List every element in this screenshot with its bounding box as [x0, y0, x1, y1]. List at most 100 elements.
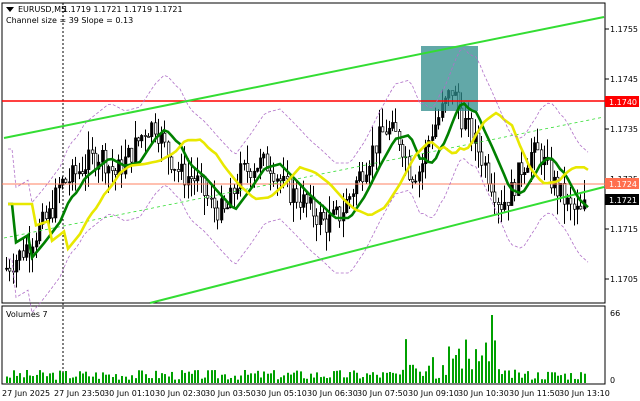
candle-body: [315, 215, 319, 225]
volume-bar: [23, 377, 25, 383]
volume-bar: [287, 372, 289, 383]
volume-bar: [296, 370, 298, 383]
volume-bar: [395, 373, 397, 383]
candle-body: [154, 122, 158, 135]
ohlc-text: 1.1719 1.1721 1.1719 1.1721: [63, 5, 183, 14]
candle-body: [213, 197, 217, 209]
volume-bar: [46, 376, 48, 383]
volume-bar: [452, 358, 454, 383]
candle-body: [190, 176, 194, 179]
volume-bar: [270, 373, 272, 383]
volume-bar: [310, 373, 312, 383]
volume-bar: [316, 372, 318, 383]
volume-bar: [138, 370, 140, 383]
volume-bar: [567, 379, 569, 383]
volume-bar: [557, 375, 559, 383]
volume-bar: [49, 373, 51, 383]
volume-bar: [461, 368, 463, 383]
volume-bar: [283, 375, 285, 383]
time-tick: 30 Jun 10:30: [458, 389, 509, 398]
volume-bar: [148, 378, 150, 383]
volume-bar: [121, 375, 123, 383]
candle-body: [566, 197, 570, 205]
time-tick: 30 Jun 05:10: [256, 389, 307, 398]
volume-bar: [551, 372, 553, 383]
candle-body: [163, 132, 167, 143]
candle-body: [368, 165, 372, 176]
candle-body: [262, 153, 266, 159]
candle-body: [256, 167, 260, 172]
volume-bar: [26, 369, 28, 383]
volume-bar: [244, 369, 246, 383]
volume-bar: [471, 369, 473, 383]
volume-bar: [230, 377, 232, 383]
volume-bar: [320, 377, 322, 383]
candle-body: [279, 178, 283, 182]
channel-info: Channel size = 39 Slope = 0.13: [6, 16, 133, 25]
candle-body: [299, 201, 303, 208]
candle-body: [187, 176, 191, 186]
candle-body: [375, 145, 379, 154]
candle-body: [536, 142, 540, 151]
volume-bar: [326, 378, 328, 383]
volume-bar: [574, 378, 576, 383]
candle-body: [269, 170, 273, 174]
volume-bar: [171, 371, 173, 383]
volume-bar: [521, 377, 523, 383]
triangle-down-icon[interactable]: [6, 7, 14, 12]
volume-bar: [95, 372, 97, 383]
candle-body: [137, 137, 141, 142]
volume-bar: [389, 371, 391, 383]
candle-body: [216, 207, 220, 221]
volume-bar: [580, 372, 582, 383]
volume-bars: [6, 315, 586, 383]
volume-bar: [29, 375, 31, 383]
candle-body: [424, 146, 428, 165]
candle-body: [576, 205, 580, 210]
volume-bar: [19, 373, 21, 383]
volume-bar: [72, 377, 74, 383]
volume-bar: [333, 371, 335, 383]
volume-bar: [277, 379, 279, 383]
volume-bar: [188, 371, 190, 383]
candle-body: [579, 205, 583, 210]
candle-body: [170, 156, 174, 170]
volume-bar: [570, 373, 572, 383]
candle-body: [295, 188, 299, 203]
candle-body: [61, 178, 65, 186]
candle-body: [487, 162, 491, 185]
candle-body: [517, 162, 521, 196]
volume-bar: [353, 370, 355, 383]
candle-body: [48, 208, 52, 220]
candle-body: [345, 198, 349, 213]
volume-bar: [458, 348, 460, 383]
volume-bar: [435, 378, 437, 383]
candle-body: [319, 212, 323, 225]
candle-body: [352, 193, 356, 197]
candle-body: [493, 191, 497, 203]
volume-bar: [55, 379, 57, 383]
ma-slow-line: [8, 111, 589, 252]
volume-bar: [366, 373, 368, 383]
volume-bar: [544, 379, 546, 383]
volume-bar: [448, 346, 450, 383]
volume-bar: [194, 370, 196, 383]
candle-body: [467, 118, 471, 120]
volume-bar: [141, 370, 143, 383]
candle-body: [147, 136, 151, 138]
time-tick: 30 Jun 07:50: [357, 389, 408, 398]
volume-bar: [257, 370, 259, 383]
volume-bar: [485, 342, 487, 383]
volume-bar: [306, 378, 308, 383]
volume-bar: [564, 373, 566, 383]
candle-body: [358, 171, 362, 182]
volume-bar: [92, 376, 94, 383]
volume-bar: [151, 378, 153, 383]
volume-bar: [498, 369, 500, 383]
candle-body: [292, 188, 296, 203]
volume-bar: [211, 370, 213, 383]
channel-upper-line: [3, 16, 605, 139]
volume-bar: [260, 377, 262, 383]
volume-bar: [382, 372, 384, 383]
